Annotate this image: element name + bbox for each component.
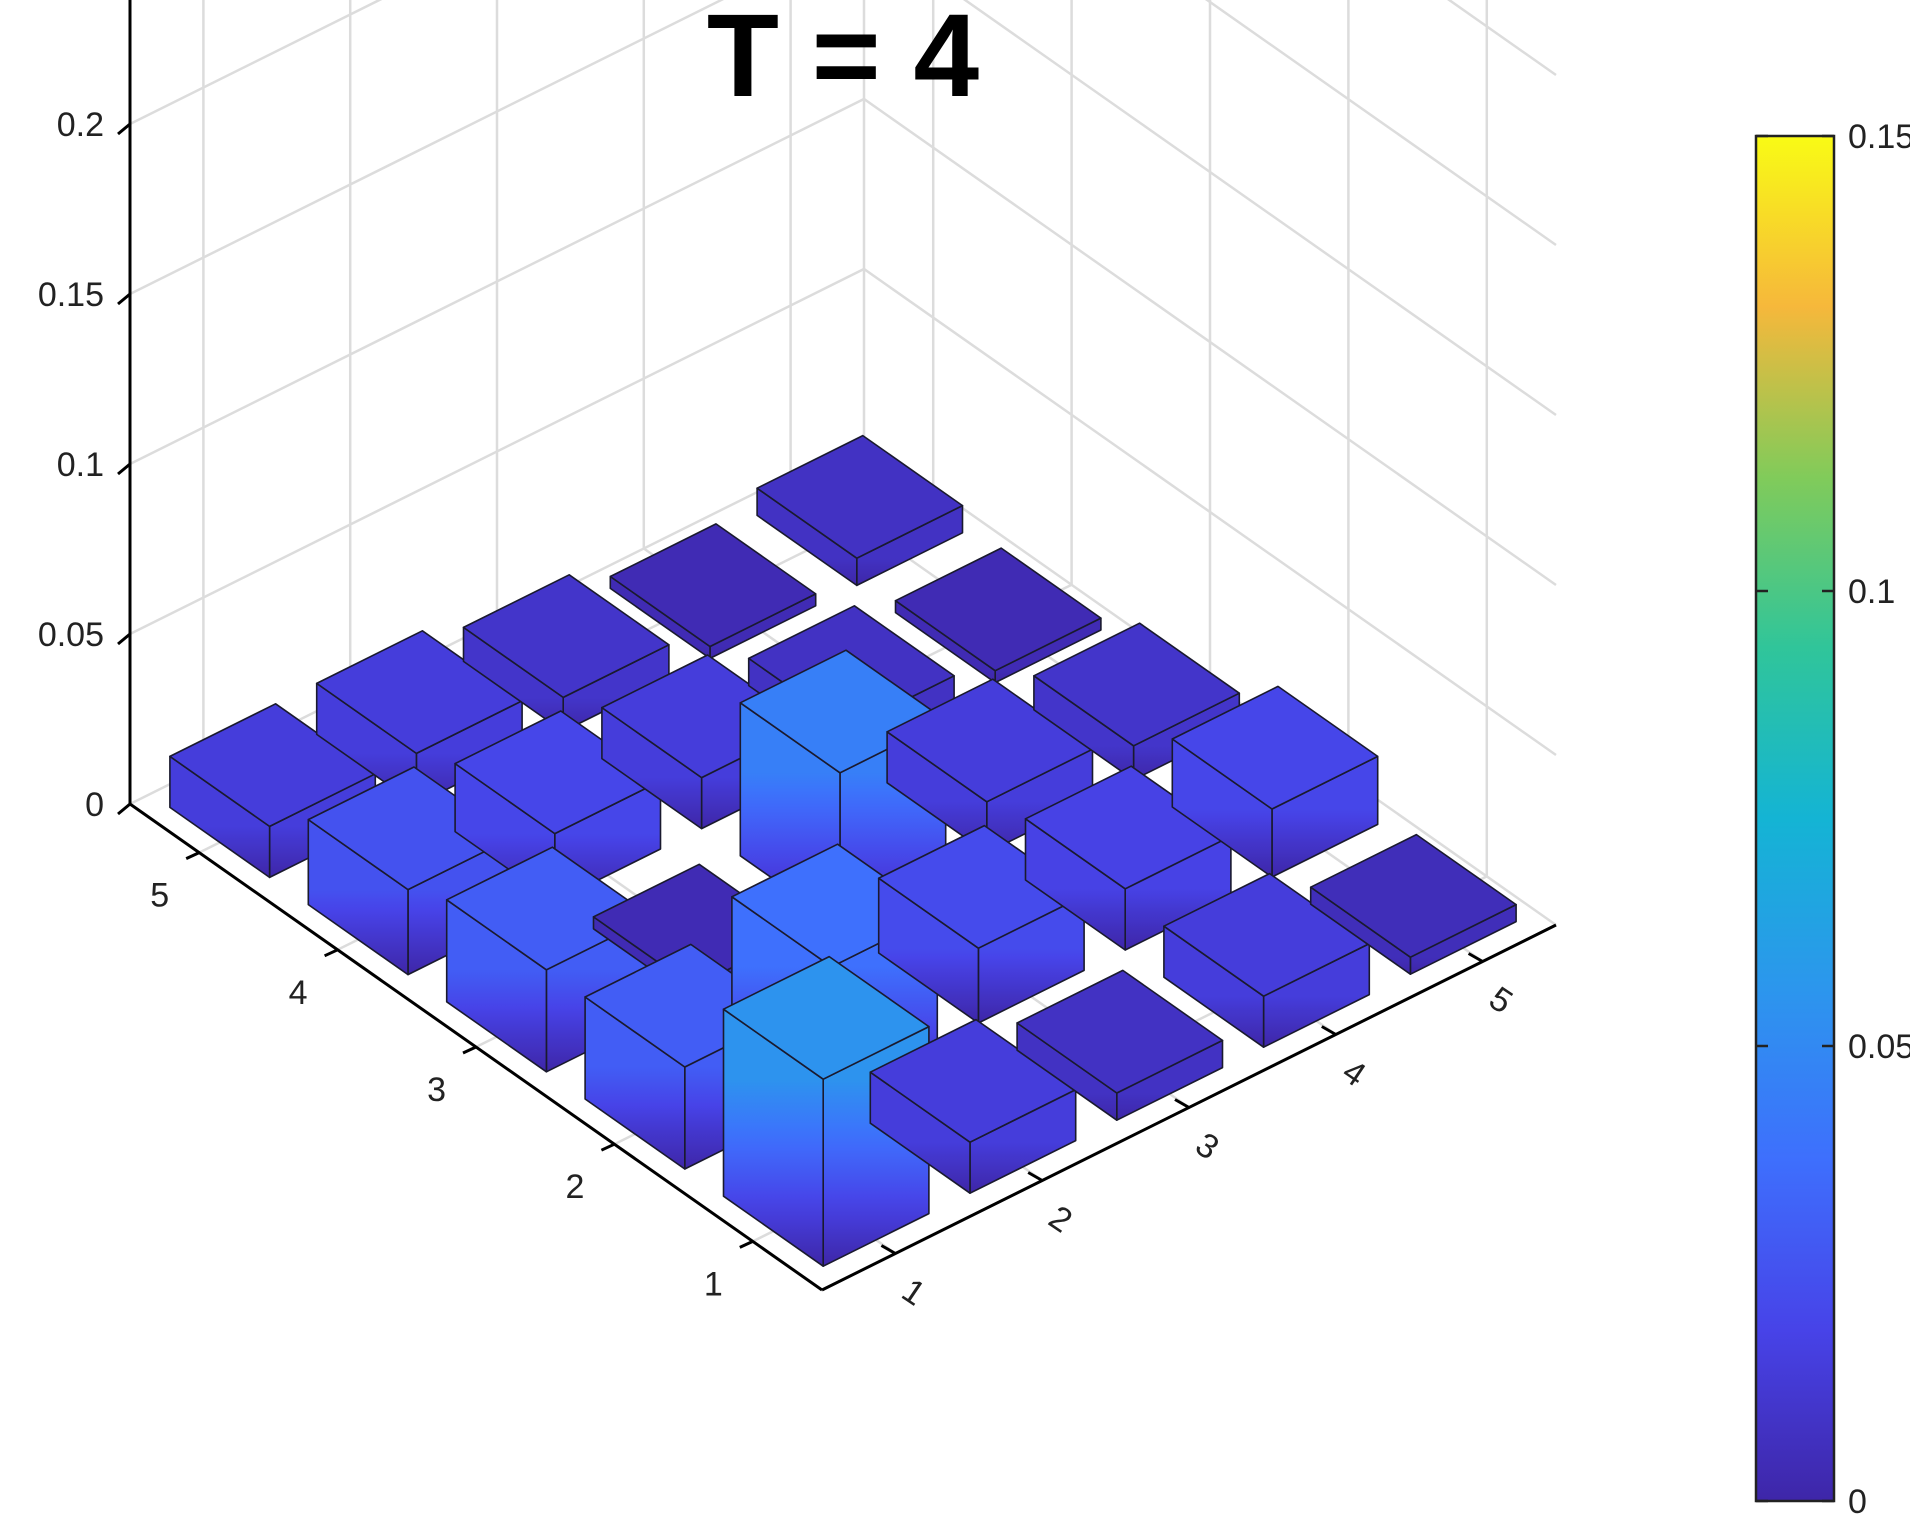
bar-top — [756, 434, 964, 560]
bars — [169, 434, 1517, 1267]
z-tick — [117, 462, 131, 476]
y-tick — [323, 948, 339, 958]
bar-top — [1024, 765, 1232, 890]
bar-top — [1033, 622, 1241, 747]
colorbar-tick-label: 0.15 — [1848, 118, 1910, 156]
y-tick-label: 4 — [289, 974, 308, 1012]
z-tick-label: 0.15 — [38, 276, 104, 314]
colorbar-tick-label: 0 — [1848, 1483, 1867, 1519]
bar — [609, 523, 817, 660]
x-tick-label: 2 — [1042, 1198, 1079, 1240]
x-tick — [1467, 952, 1484, 963]
y-tick-label: 5 — [150, 877, 169, 915]
grid-line — [129, 0, 1557, 417]
grid-line — [129, 0, 1557, 247]
z-tick — [117, 632, 131, 646]
bar-top — [886, 678, 1094, 803]
bar-top — [307, 766, 515, 891]
colorbar-tick-label: 0.05 — [1848, 1028, 1910, 1066]
bar — [315, 629, 523, 806]
z-tick — [117, 802, 131, 816]
y-tick — [462, 1045, 477, 1055]
y-tick-label: 1 — [704, 1265, 723, 1303]
bar-top — [1309, 833, 1517, 959]
bar-top — [877, 824, 1085, 950]
z-tick-label: 0.1 — [57, 446, 104, 484]
x-tick — [880, 1244, 897, 1255]
x-tick-label: 5 — [1482, 979, 1519, 1021]
x-tick — [1027, 1171, 1043, 1182]
bar-top — [869, 1018, 1077, 1143]
bar-top — [609, 523, 817, 648]
bar — [869, 1018, 1077, 1194]
bar — [1171, 685, 1379, 878]
bar — [886, 678, 1094, 854]
x-tick — [1174, 1098, 1190, 1109]
bar-top — [454, 710, 662, 835]
z-tick — [117, 122, 131, 136]
bar-top — [722, 955, 930, 1080]
bar — [462, 573, 670, 733]
colorbar-tick-label: 0.1 — [1848, 573, 1895, 611]
colorbar-gradient — [1754, 134, 1836, 1503]
bar — [756, 434, 964, 587]
x-tick-label: 4 — [1335, 1052, 1372, 1094]
z-tick-label: 0.05 — [38, 616, 104, 654]
bar-top — [894, 547, 1102, 672]
bar — [894, 547, 1102, 684]
y-tick-label: 2 — [565, 1168, 584, 1206]
y-tick — [185, 851, 200, 860]
bar-top — [315, 629, 523, 755]
x-tick-label: 3 — [1189, 1125, 1226, 1167]
bar — [1016, 969, 1224, 1121]
axes — [117, 0, 1557, 1292]
z-tick — [117, 292, 131, 306]
chart-title: T = 4 — [707, 0, 979, 122]
bar-top — [1016, 969, 1224, 1094]
bar — [877, 824, 1085, 1024]
y-tick — [739, 1240, 754, 1249]
x-tick — [1321, 1025, 1337, 1036]
bar — [1163, 872, 1371, 1048]
z-tick-label: 0.2 — [57, 106, 104, 144]
bar-top — [462, 573, 670, 699]
bar-top — [1163, 872, 1371, 998]
x-tick-label: 1 — [895, 1271, 932, 1313]
z-tick-label: 0 — [85, 786, 104, 824]
bar-top — [1171, 685, 1379, 810]
y-tick-label: 3 — [427, 1071, 446, 1109]
bar-top — [169, 702, 377, 828]
bar — [1309, 833, 1517, 976]
y-tick — [600, 1142, 616, 1152]
colorbar: 0 0.05 0.1 0.15 — [1754, 118, 1910, 1521]
